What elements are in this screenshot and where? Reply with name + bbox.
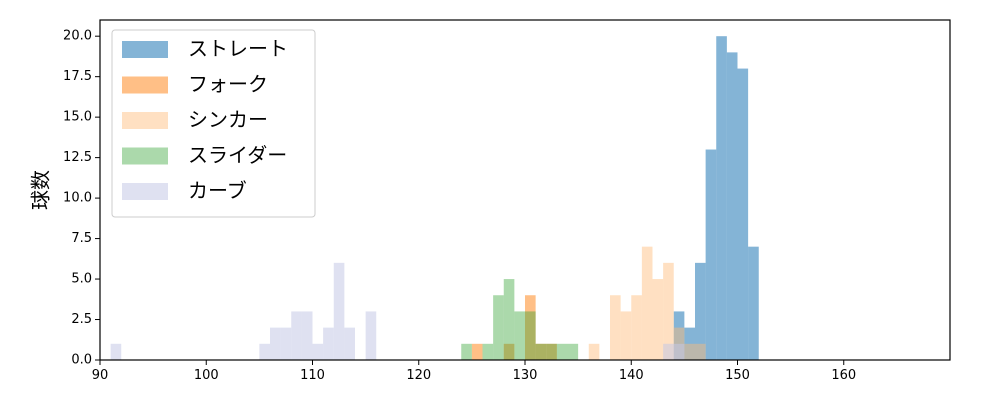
bar-series-3-bin-3	[503, 279, 515, 360]
bar-series-1-bin-3	[535, 343, 547, 360]
x-tick-label-3: 120	[406, 368, 431, 383]
bar-series-0-bin-7	[748, 246, 759, 360]
bar-series-0-bin-1	[684, 327, 695, 360]
bar-series-4-bin-8	[333, 262, 345, 360]
bar-series-2-bin-1	[610, 295, 621, 360]
x-tick-label-2: 110	[300, 368, 325, 383]
x-tick-label-5: 140	[619, 368, 644, 383]
bar-series-1-bin-2	[525, 295, 536, 360]
bar-series-2-bin-2	[620, 311, 632, 360]
bar-series-2-bin-4	[641, 246, 653, 360]
bar-series-3-bin-4	[514, 311, 525, 360]
x-tick-label-4: 130	[513, 368, 538, 383]
bar-series-3-bin-2	[493, 295, 504, 360]
y-tick-label-7: 17.5	[63, 69, 92, 84]
y-tick-label-8: 20.0	[63, 29, 92, 44]
y-tick-label-0: 0.0	[71, 353, 92, 368]
bar-series-2-bin-6	[663, 262, 674, 360]
bar-series-0-bin-3	[705, 149, 717, 360]
x-axis: 90 100 110 120 130 140 150 160	[92, 360, 856, 383]
bar-series-4-bin-2	[270, 327, 281, 360]
y-axis-label: 球数	[29, 170, 53, 210]
bar-series-3-bin-5	[525, 311, 536, 360]
y-tick-label-1: 2.5	[71, 312, 92, 327]
legend-swatch-1	[122, 76, 168, 94]
bar-series-3-bin-7	[546, 343, 557, 360]
bar-series-4-bin-5	[301, 311, 313, 360]
y-tick-label-3: 7.5	[71, 231, 92, 246]
bar-series-4-bin-10	[365, 311, 377, 360]
x-tick-label-6: 150	[725, 368, 750, 383]
bar-series-2-bin-3	[631, 295, 642, 360]
bar-series-0-bin-5	[726, 52, 738, 360]
bar-series-1-bin-1	[503, 343, 515, 360]
legend-label-2: シンカー	[188, 108, 268, 132]
bar-series-0-bin-2	[695, 262, 706, 360]
bar-series-4-bin-12	[673, 343, 685, 360]
x-tick-label-0: 90	[92, 368, 109, 383]
bar-series-3-bin-0	[461, 343, 472, 360]
legend-swatch-3	[122, 147, 168, 165]
legend-label-0: ストレート	[188, 37, 288, 61]
bar-series-3-bin-8	[556, 343, 568, 360]
bar-series-4-bin-6	[312, 343, 324, 360]
legend-swatch-4	[122, 183, 168, 200]
bar-series-4-bin-1	[259, 343, 270, 360]
bar-series-2-bin-8	[684, 343, 695, 360]
y-tick-label-2: 5.0	[71, 272, 92, 287]
bar-series-0-bin-0	[673, 311, 685, 360]
bar-series-4-bin-4	[291, 311, 302, 360]
bar-series-2-bin-0	[588, 343, 600, 360]
x-tick-label-1: 100	[194, 368, 219, 383]
legend-swatch-2	[122, 112, 168, 129]
bar-series-4-bin-7	[323, 327, 334, 360]
histogram-bars	[110, 36, 759, 361]
bar-series-1-bin-4	[546, 343, 557, 360]
y-axis: 0.0 2.5 5.0 7.5 10.0 12.5 15.0 17.5 20.0	[63, 29, 100, 368]
bar-series-4-bin-11	[663, 343, 674, 360]
legend-label-3: スライダー	[188, 143, 287, 167]
bar-series-3-bin-9	[567, 343, 579, 360]
y-tick-label-5: 12.5	[63, 150, 92, 165]
bar-series-4-bin-9	[344, 327, 355, 360]
bar-series-0-bin-6	[737, 68, 749, 361]
bar-series-0-bin-4	[716, 36, 727, 360]
x-tick-label-7: 160	[831, 368, 856, 383]
bar-series-3-bin-1	[482, 343, 494, 360]
bar-series-1-bin-0	[471, 343, 483, 360]
bar-series-2-bin-5	[652, 279, 664, 360]
y-tick-label-4: 10.0	[63, 191, 92, 206]
y-tick-label-6: 15.0	[63, 110, 92, 125]
bar-series-4-bin-0	[110, 343, 122, 360]
legend-swatch-0	[122, 41, 168, 58]
legend-label-1: フォーク	[188, 72, 268, 96]
bar-series-4-bin-3	[280, 327, 292, 360]
legend-label-4: カーブ	[188, 179, 247, 203]
bar-series-2-bin-9	[695, 343, 706, 360]
bar-series-3-bin-6	[535, 343, 547, 360]
